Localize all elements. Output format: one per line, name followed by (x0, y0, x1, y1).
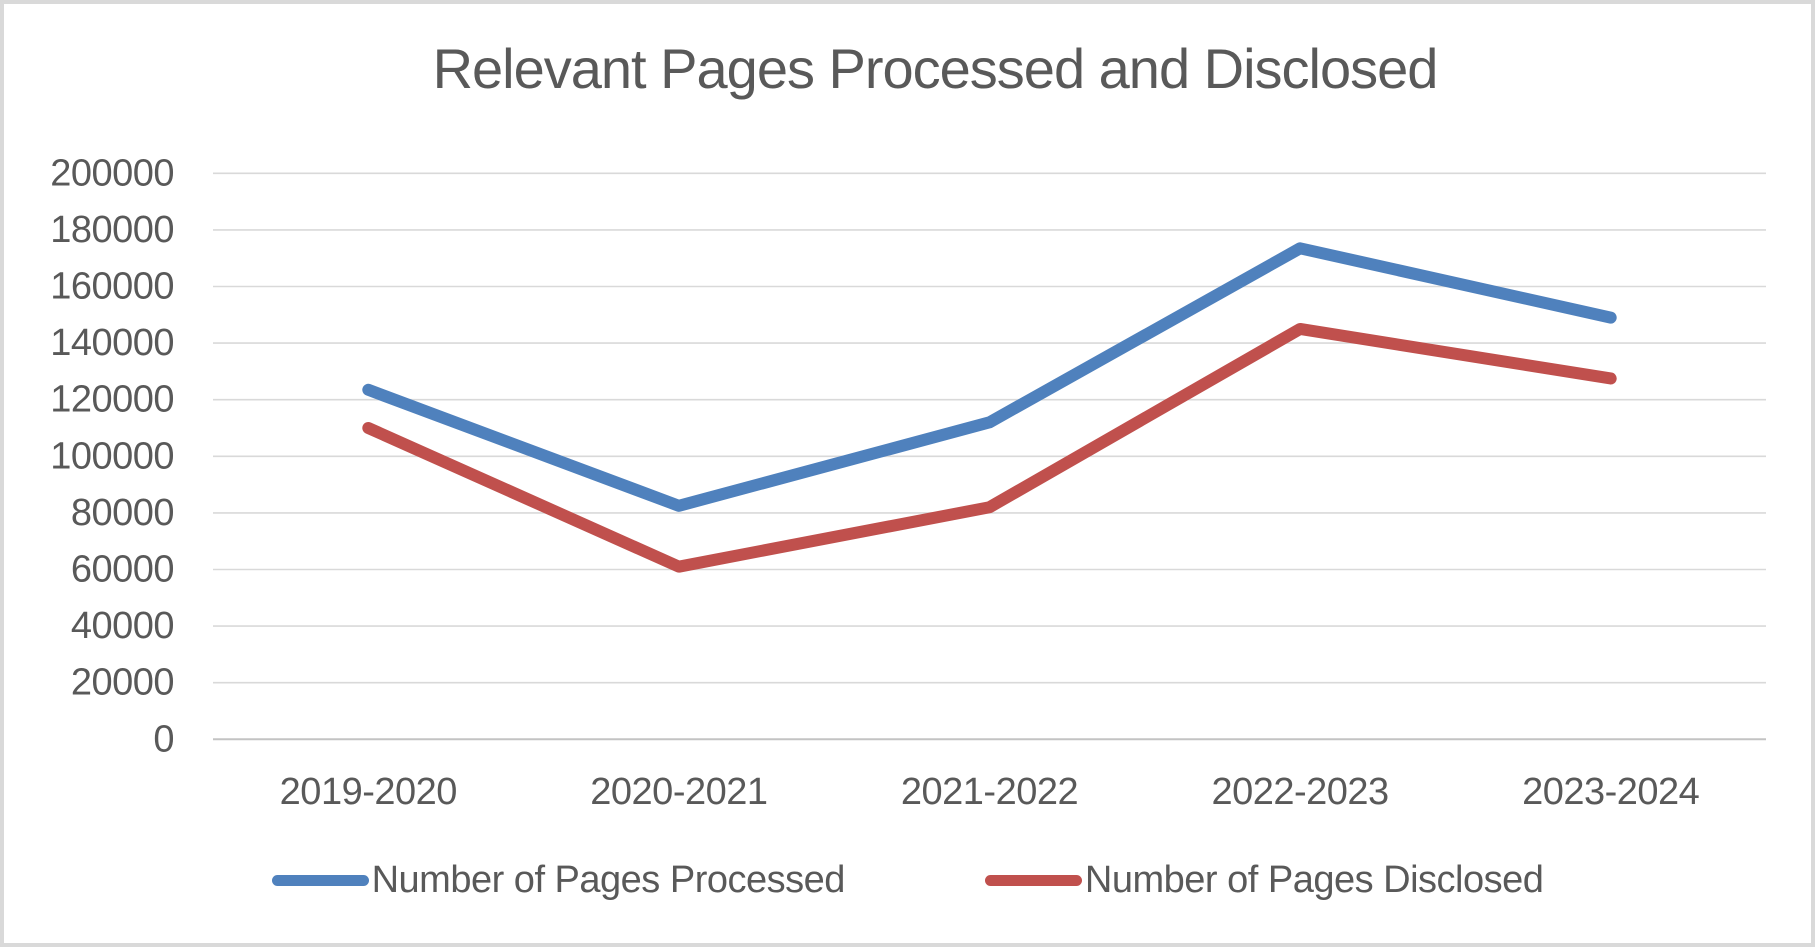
y-axis-tick-label: 180000 (50, 209, 174, 251)
x-axis-category-label: 2022-2023 (1211, 771, 1388, 813)
y-axis-tick-label: 20000 (71, 662, 174, 704)
y-axis-tick-label: 40000 (71, 605, 174, 647)
legend-label-disclosed: Number of Pages Disclosed (1084, 859, 1544, 901)
series-line-number-of-pages-disclosed (362, 322, 1617, 573)
y-axis-tick-label: 160000 (50, 266, 174, 308)
y-axis-tick-label: 100000 (50, 435, 174, 477)
x-axis-category-label: 2019-2020 (280, 771, 457, 813)
chart-title: Relevant Pages Processed and Disclosed (432, 37, 1439, 100)
x-axis-category-label: 2023-2024 (1522, 771, 1700, 813)
series-line-number-of-pages-processed (362, 242, 1617, 512)
legend-item-processed: Number of Pages Processed (271, 859, 846, 902)
y-axis-tick-label: 0 (153, 718, 174, 760)
x-axis-category-label: 2020-2021 (590, 771, 767, 813)
plot-area: 0 20000 40000 60000 80000 100000 120000 140000 1… (50, 152, 1766, 813)
legend: Number of Pages Processed Number of Page… (4, 859, 1811, 902)
legend-item-disclosed: Number of Pages Disclosed (984, 859, 1544, 902)
y-axis-tick-label: 60000 (71, 549, 174, 591)
y-axis-tick-label: 200000 (50, 152, 174, 194)
y-axis-tick-label: 120000 (50, 379, 174, 421)
y-axis-tick-label: 140000 (50, 322, 174, 364)
y-axis-tick-label: 80000 (71, 492, 174, 534)
x-axis-category-label: 2021-2022 (901, 771, 1078, 813)
legend-swatch-processed-icon (271, 875, 369, 886)
legend-label-processed: Number of Pages Processed (371, 859, 846, 901)
legend-swatch-disclosed-icon (984, 875, 1082, 886)
